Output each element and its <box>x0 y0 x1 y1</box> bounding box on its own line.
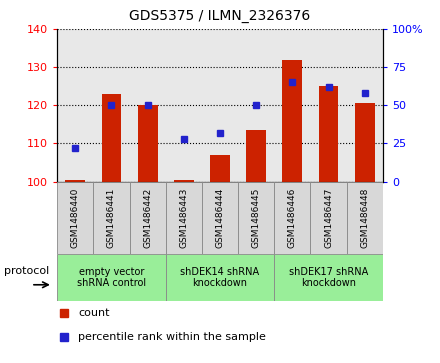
Bar <box>166 182 202 254</box>
Text: GSM1486444: GSM1486444 <box>216 187 224 248</box>
Text: GSM1486445: GSM1486445 <box>252 187 260 248</box>
Bar <box>282 60 302 182</box>
Bar <box>238 182 274 254</box>
Text: GSM1486443: GSM1486443 <box>180 187 188 248</box>
Text: GSM1486442: GSM1486442 <box>143 187 152 248</box>
Text: GDS5375 / ILMN_2326376: GDS5375 / ILMN_2326376 <box>129 9 311 23</box>
Bar <box>66 180 85 182</box>
Bar <box>202 182 238 254</box>
Bar <box>246 130 266 182</box>
Bar <box>210 155 230 182</box>
Text: shDEK17 shRNA
knockdown: shDEK17 shRNA knockdown <box>289 267 368 289</box>
Bar <box>319 86 338 182</box>
Text: GSM1486446: GSM1486446 <box>288 187 297 248</box>
Bar <box>129 182 166 254</box>
Bar <box>274 182 311 254</box>
Bar <box>355 103 375 182</box>
Text: shDEK14 shRNA
knockdown: shDEK14 shRNA knockdown <box>180 267 260 289</box>
Text: percentile rank within the sample: percentile rank within the sample <box>78 332 266 342</box>
Bar <box>347 182 383 254</box>
Bar <box>166 254 274 301</box>
Bar <box>93 182 129 254</box>
Bar <box>274 254 383 301</box>
Text: GSM1486447: GSM1486447 <box>324 187 333 248</box>
Text: GSM1486440: GSM1486440 <box>71 187 80 248</box>
Bar <box>174 180 194 182</box>
Bar <box>57 254 166 301</box>
Text: GSM1486441: GSM1486441 <box>107 187 116 248</box>
Bar <box>102 94 121 182</box>
Bar <box>57 182 93 254</box>
Text: empty vector
shRNA control: empty vector shRNA control <box>77 267 146 289</box>
Bar <box>311 182 347 254</box>
Text: protocol: protocol <box>4 266 50 276</box>
Bar <box>138 105 158 182</box>
Text: count: count <box>78 308 110 318</box>
Text: GSM1486448: GSM1486448 <box>360 187 369 248</box>
